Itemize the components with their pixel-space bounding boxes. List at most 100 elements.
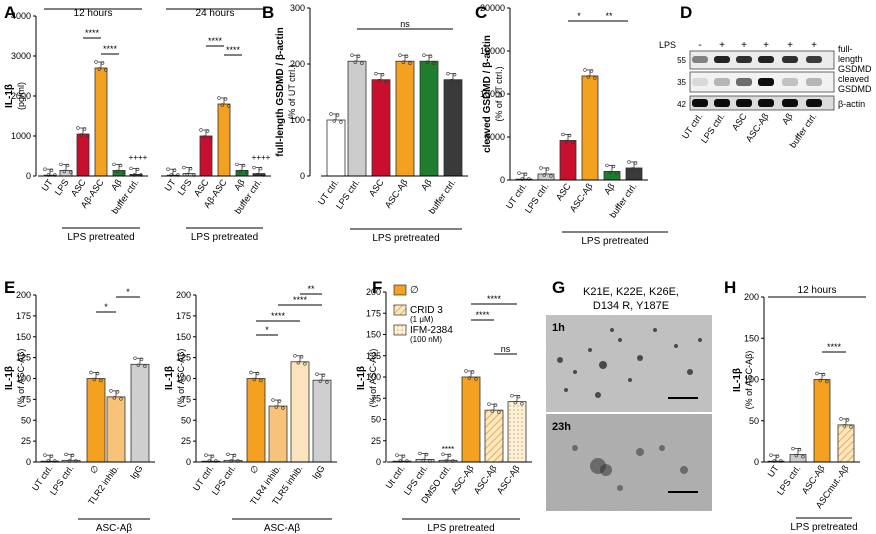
data-point <box>115 390 120 394</box>
data-point <box>252 165 256 170</box>
band-cleaved <box>714 78 730 86</box>
data-point <box>567 133 572 138</box>
data-point <box>122 170 126 175</box>
micrograph-panel: K21E, K22E, K26E, D134 R, Y187E 1h 23h <box>546 286 712 511</box>
bar <box>581 75 599 181</box>
data-point <box>769 453 773 457</box>
data-point <box>255 371 260 376</box>
legend-swatch <box>393 284 407 296</box>
y-axis-unit-text: (% of ASC-Aβ) <box>176 349 186 408</box>
panel-label-b: B <box>262 3 274 22</box>
y-tick-label: 125 <box>16 353 31 363</box>
band-actin <box>758 99 774 107</box>
data-point <box>271 398 275 402</box>
data-point <box>633 161 638 165</box>
data-point <box>112 162 116 167</box>
data-point <box>97 67 102 71</box>
data-point <box>118 163 123 168</box>
y-axis-unit-text: (pg/ml) <box>16 82 26 110</box>
data-point <box>539 166 543 170</box>
legend-label: ∅ <box>410 285 419 296</box>
data-point <box>842 424 846 428</box>
y-tick-label: 3000 <box>11 51 31 61</box>
blot-lane-label: Aβ <box>780 111 795 126</box>
data-point <box>202 135 207 139</box>
particle <box>599 361 607 369</box>
y-tick-label: 0 <box>754 457 759 467</box>
data-point <box>293 354 297 358</box>
y-tick-label: 0 <box>500 175 505 185</box>
y-axis-title: IL-1β (% of ASC-Aβ) <box>356 349 378 408</box>
x-tick-label: Aβ <box>232 177 247 192</box>
y-tick-label: 4000 <box>11 11 31 21</box>
data-point <box>205 129 210 133</box>
data-point <box>95 371 100 376</box>
band-cleaved <box>692 78 708 86</box>
data-point <box>452 72 457 77</box>
blot-lane-text: ASC-Aβ <box>744 111 771 144</box>
data-point <box>69 170 73 175</box>
data-point <box>456 79 460 84</box>
data-point <box>849 425 853 429</box>
data-point <box>401 60 405 64</box>
band-cleaved-label-1: cleaved <box>838 74 869 84</box>
x-tick-label: Ut ctrl. <box>384 463 407 490</box>
y-axis-unit-text: (% of UT ctrl.) <box>494 66 504 121</box>
data-point <box>182 165 186 170</box>
data-point <box>356 54 361 58</box>
panel-label-c: C <box>475 3 487 22</box>
data-point <box>818 378 822 383</box>
significance-label: **** <box>442 445 454 454</box>
y-tick-label: 200 <box>176 290 191 300</box>
bar <box>130 363 150 463</box>
data-point <box>226 452 230 457</box>
y-tick-label: 150 <box>176 332 191 342</box>
data-point <box>470 370 475 374</box>
band-full-length <box>782 56 798 63</box>
data-point <box>86 134 90 138</box>
group-label: LPS pretreated <box>581 236 648 247</box>
x-tick-text: IgG <box>128 463 145 481</box>
legend-swatch <box>393 304 407 316</box>
y-tick-label: 175 <box>366 308 381 318</box>
data-point <box>593 76 597 80</box>
significance-label: ** <box>307 284 315 294</box>
data-point <box>49 454 54 458</box>
y-axis-title: full-length GSDMD / β-actin (% of UT ctrl… <box>275 27 297 156</box>
particle <box>653 328 657 332</box>
group-label: ASC-Aβ <box>96 523 133 534</box>
y-tick-label: 0 <box>186 457 191 467</box>
bar <box>347 60 367 177</box>
blot-bands <box>692 56 822 107</box>
bar <box>268 405 288 463</box>
y-tick-label: 25 <box>371 436 381 446</box>
mutant-title-1: K21E, K22E, K26E, <box>583 286 679 298</box>
data-point <box>64 452 68 457</box>
y-tick-label: 75 <box>21 394 31 404</box>
blot-lane-text: ASC <box>730 111 749 132</box>
data-point <box>210 454 215 458</box>
y-axis-title: IL-1β (% of ASC-Aβ) <box>4 349 26 408</box>
data-point <box>516 394 521 399</box>
band-actin <box>782 99 798 107</box>
panel-label-g: G <box>552 278 565 297</box>
x-tick-label: Aβ <box>109 177 124 192</box>
data-point <box>360 61 364 65</box>
y-tick-label: 1000 <box>11 131 31 141</box>
y-tick-label: 125 <box>366 351 381 361</box>
y-axis-title: IL-1β (% of ASC-Aβ) <box>732 351 754 410</box>
y-tick-label: 100 <box>16 374 31 384</box>
band-cleaved <box>806 78 822 86</box>
y-tick-label: 100 <box>744 375 759 385</box>
data-point <box>350 53 354 57</box>
group-label: LPS pretreated <box>372 233 439 244</box>
x-tick-label: ASC <box>367 177 386 198</box>
x-tick-text: ASC-Aβ <box>383 177 410 210</box>
x-tick-label: ASC-Aβ <box>383 177 410 210</box>
data-point <box>564 139 568 144</box>
data-point <box>315 372 319 376</box>
x-tick-label: UT <box>766 463 781 479</box>
y-tick-label: 25 <box>21 436 31 446</box>
data-point <box>241 163 246 168</box>
